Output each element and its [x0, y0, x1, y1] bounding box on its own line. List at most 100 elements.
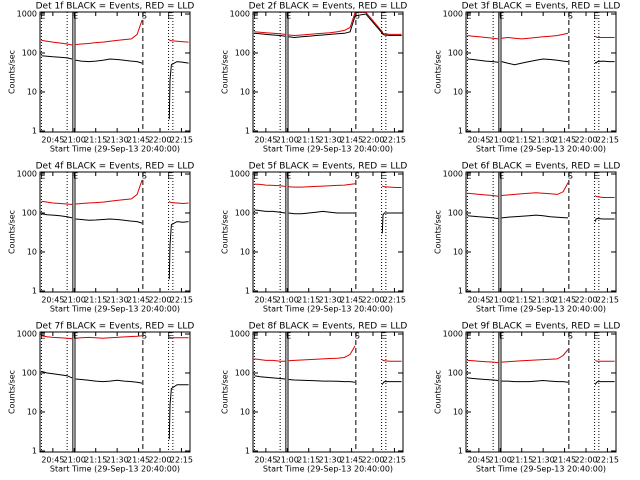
chart-title: Det 1f BLACK = Events, RED = LLD: [36, 2, 195, 12]
y-tick-label: 1000: [17, 169, 37, 178]
x-tick-label: 22:15: [383, 296, 406, 305]
x-tick-label: 21:30: [532, 456, 555, 465]
x-tick-label: 22:00: [148, 296, 171, 305]
x-tick-label: 21:00: [276, 456, 299, 465]
series-line: [41, 55, 189, 120]
x-tick-label: 21:45: [127, 456, 150, 465]
x-tick-label: 21:30: [319, 136, 342, 145]
series-line: [467, 182, 615, 198]
x-tick-label: 21:15: [510, 456, 533, 465]
y-tick-label: 10: [453, 247, 463, 256]
x-axis-label: Start Time (29-Sep-13 20:40:00): [476, 305, 606, 314]
y-tick-label: 100: [448, 208, 463, 217]
x-tick-label: 22:15: [596, 456, 619, 465]
plot-frame: [39, 11, 191, 133]
y-tick-label: 1: [245, 286, 250, 295]
x-axis-label: Start Time (29-Sep-13 20:40:00): [263, 305, 393, 314]
event-label: S: [142, 332, 147, 341]
y-axis-label: Counts/sec: [434, 50, 443, 94]
x-tick-label: 21:45: [127, 296, 150, 305]
x-tick-label: 21:15: [84, 456, 107, 465]
y-tick-label: 100: [22, 208, 37, 217]
y-tick-label: 1000: [17, 329, 37, 338]
event-label: S: [568, 12, 573, 21]
event-label: E: [40, 332, 45, 341]
event-label: E: [593, 172, 598, 181]
plot-frame: [465, 171, 617, 293]
y-axis-label: Counts/sec: [8, 370, 17, 414]
series-line: [467, 32, 615, 40]
series-line: [41, 370, 189, 440]
event-label: E: [380, 12, 385, 21]
y-tick-label: 100: [448, 48, 463, 57]
x-tick-label: 21:15: [84, 136, 107, 145]
x-tick-label: 22:15: [383, 136, 406, 145]
series-line: [467, 58, 615, 66]
y-axis-label: Counts/sec: [434, 370, 443, 414]
x-axis-label: Start Time (29-Sep-13 20:40:00): [263, 465, 393, 474]
x-tick-label: 21:45: [340, 296, 363, 305]
x-tick-label: 22:00: [361, 136, 384, 145]
x-tick-label: 22:00: [574, 296, 597, 305]
x-tick-label: 20:45: [254, 136, 277, 145]
x-tick-label: 21:30: [106, 296, 129, 305]
x-tick-label: 21:30: [532, 136, 555, 145]
chart-title: Det 5f BLACK = Events, RED = LLD: [249, 162, 408, 172]
x-tick-label: 21:00: [489, 136, 512, 145]
event-label: S: [355, 172, 360, 181]
x-tick-label: 22:00: [574, 136, 597, 145]
y-tick-label: 10: [240, 87, 250, 96]
x-axis-label: Start Time (29-Sep-13 20:40:00): [476, 465, 606, 474]
plot-frame: [39, 171, 191, 293]
x-tick-label: 21:15: [297, 456, 320, 465]
y-tick-label: 1000: [230, 169, 250, 178]
series-line: [41, 213, 189, 280]
y-tick-label: 1: [32, 126, 37, 135]
x-tick-label: 21:45: [553, 296, 576, 305]
x-tick-label: 21:45: [340, 456, 363, 465]
y-tick-label: 10: [27, 87, 37, 96]
event-label: E: [499, 172, 504, 181]
series-line: [467, 349, 615, 364]
y-tick-label: 1000: [443, 169, 463, 178]
series-line: [254, 345, 402, 362]
event-label: E: [253, 12, 258, 21]
y-tick-label: 10: [27, 407, 37, 416]
event-label: S: [355, 12, 360, 21]
y-tick-label: 10: [27, 247, 37, 256]
event-label: E: [40, 12, 45, 21]
x-tick-label: 21:00: [276, 136, 299, 145]
event-label: E: [73, 172, 78, 181]
event-label: E: [73, 332, 78, 341]
x-tick-label: 21:00: [276, 296, 299, 305]
x-tick-label: 21:30: [532, 296, 555, 305]
x-tick-label: 21:00: [489, 296, 512, 305]
x-tick-label: 22:00: [361, 456, 384, 465]
series-line: [254, 183, 402, 188]
y-axis-label: Counts/sec: [221, 210, 230, 254]
x-tick-label: 20:45: [254, 296, 277, 305]
y-tick-label: 10: [453, 87, 463, 96]
series-line: [41, 19, 189, 46]
plot-frame: [39, 331, 191, 453]
x-tick-label: 21:00: [63, 136, 86, 145]
y-tick-label: 1: [245, 126, 250, 135]
event-label: E: [253, 332, 258, 341]
plot-frame: [465, 11, 617, 133]
chart-title: Det 3f BLACK = Events, RED = LLD: [462, 2, 621, 12]
x-tick-label: 20:45: [467, 296, 490, 305]
y-tick-label: 1: [245, 446, 250, 455]
event-label: E: [286, 332, 291, 341]
y-tick-label: 100: [22, 48, 37, 57]
event-label: E: [286, 12, 291, 21]
x-tick-label: 21:30: [106, 136, 129, 145]
x-tick-label: 22:15: [596, 296, 619, 305]
chart-title: Det 2f BLACK = Events, RED = LLD: [249, 2, 408, 12]
x-tick-label: 20:45: [254, 456, 277, 465]
y-tick-label: 100: [235, 368, 250, 377]
y-axis-label: Counts/sec: [8, 210, 17, 254]
x-tick-label: 21:00: [63, 296, 86, 305]
x-tick-label: 21:45: [553, 136, 576, 145]
x-axis-label: Start Time (29-Sep-13 20:40:00): [50, 465, 180, 474]
